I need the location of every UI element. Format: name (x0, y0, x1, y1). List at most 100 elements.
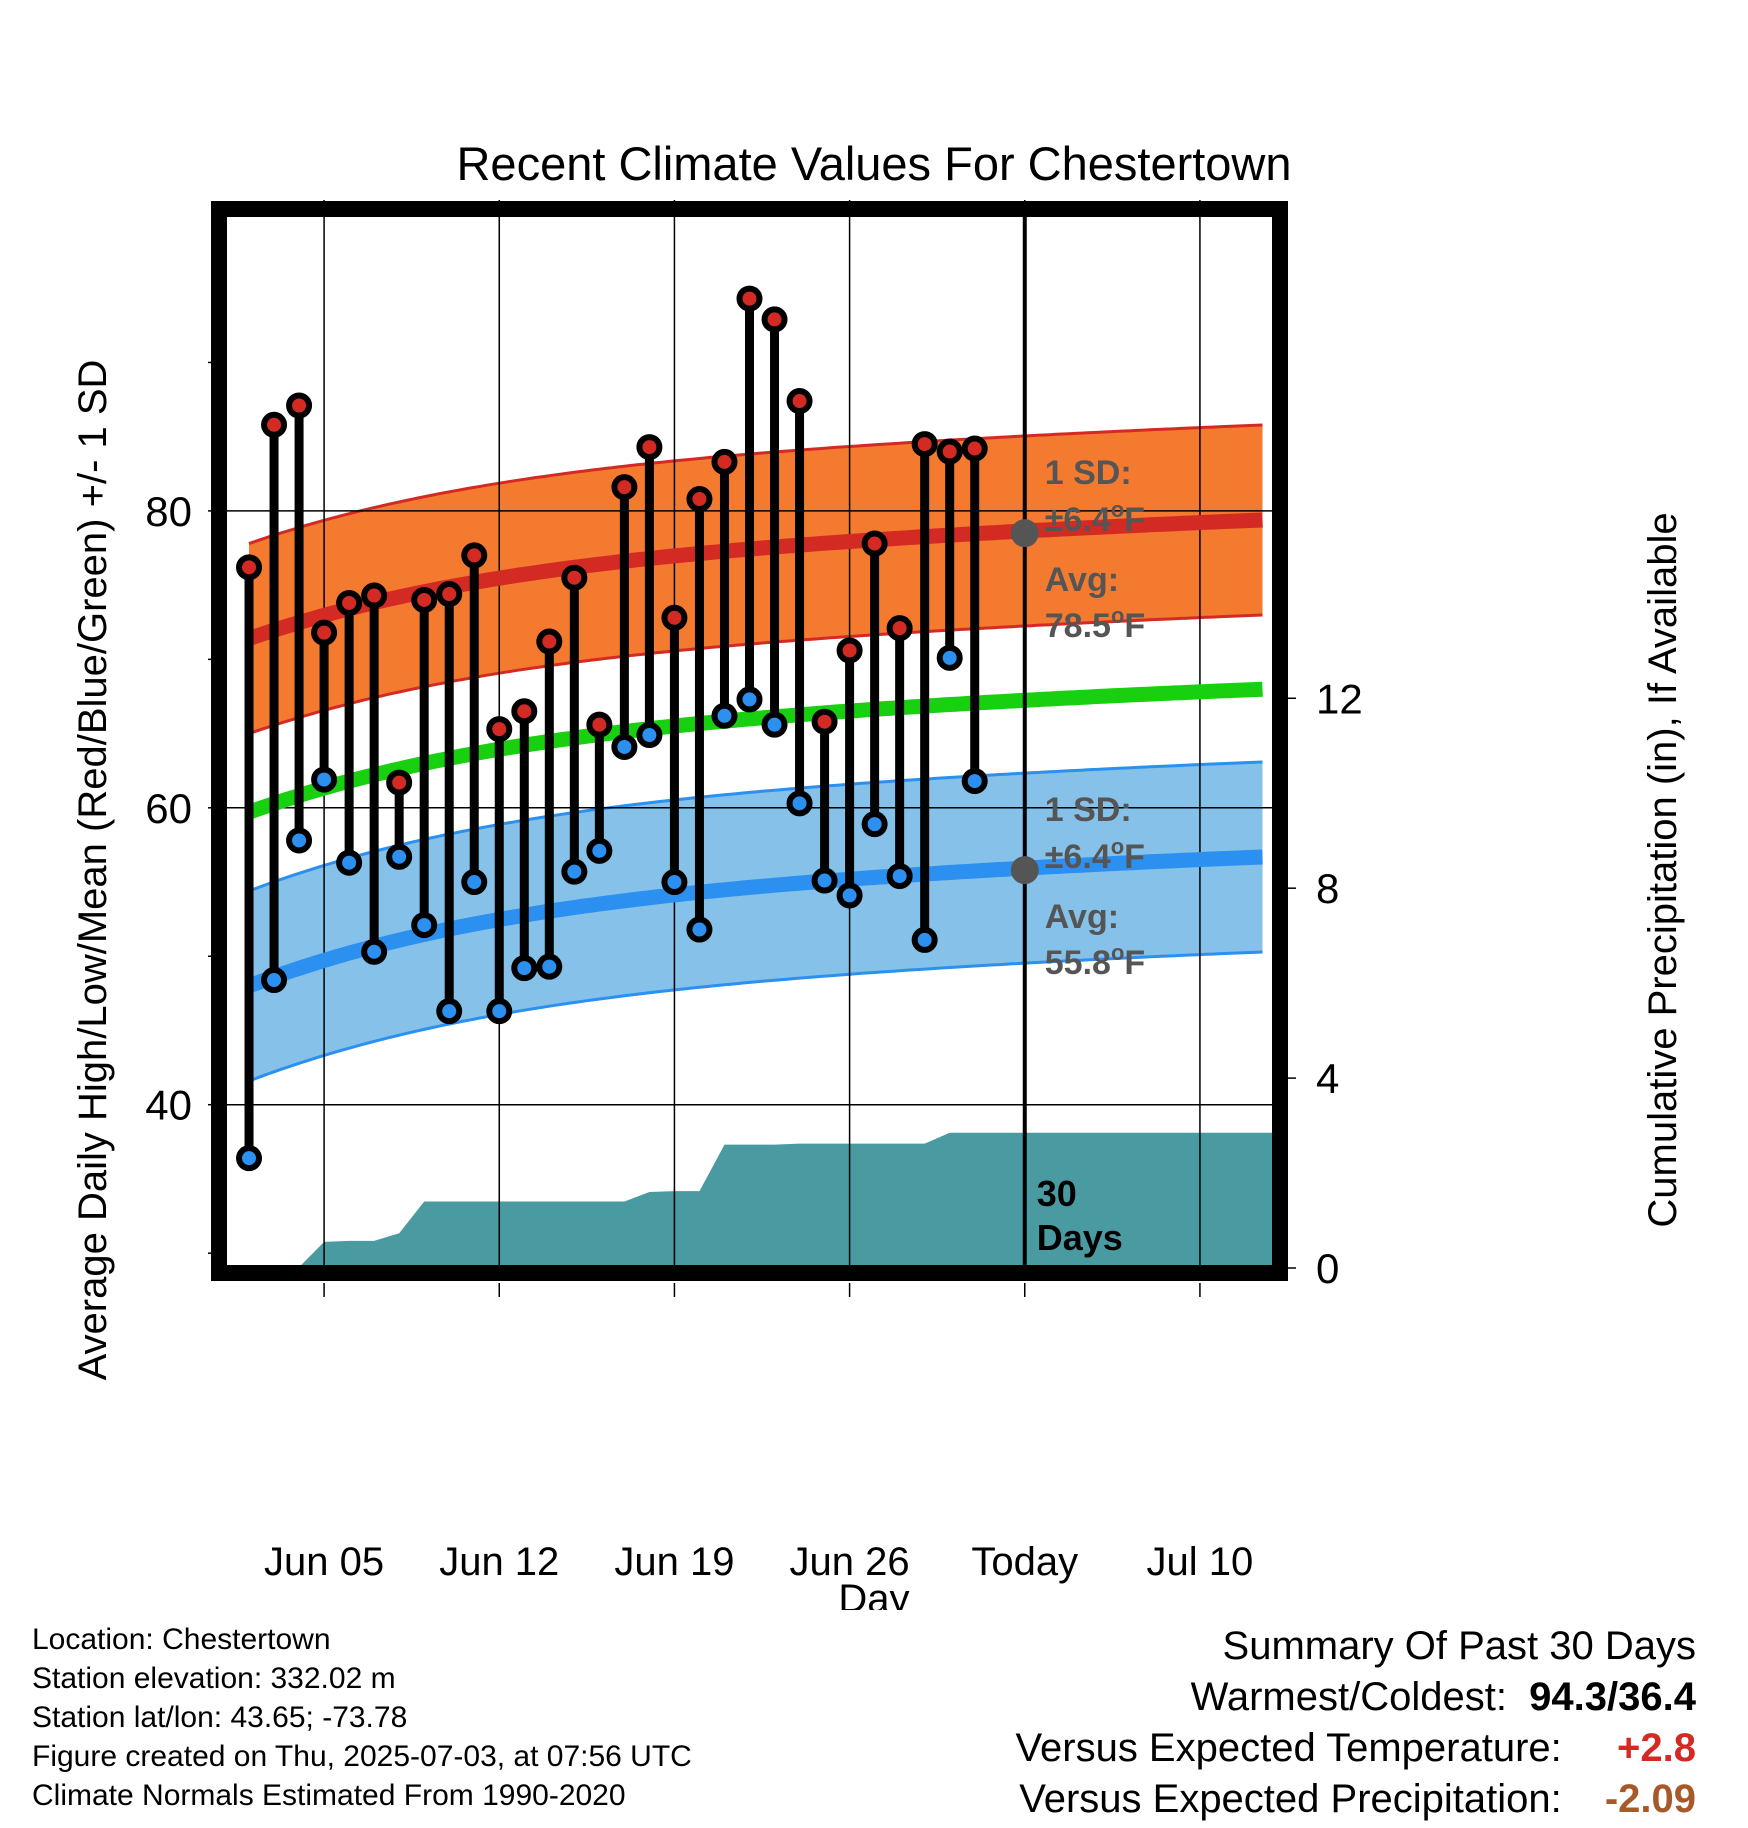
daily-high-point (886, 615, 913, 642)
x-axis-label: Day (838, 1577, 909, 1610)
daily-high-point (911, 431, 938, 458)
daily-low-point (286, 827, 313, 854)
x-tick-label: Jun 19 (614, 1540, 734, 1584)
precipitation-period-label: 30 (1037, 1173, 1077, 1214)
y2-tick-label: 4 (1316, 1055, 1339, 1102)
avg-unit: F (1124, 944, 1145, 982)
low-band-lower-edge (248, 950, 1263, 1083)
daily-high-point (736, 285, 763, 312)
daily-high-point (936, 438, 963, 465)
precipitation-period-label: Days (1037, 1217, 1123, 1258)
x-tick-label: Jun 12 (439, 1540, 559, 1584)
sd-label: 1 SD: (1045, 791, 1132, 829)
avg-unit-superscript: o (1111, 940, 1124, 965)
daily-low-point (836, 882, 863, 909)
daily-high-point (336, 589, 363, 616)
daily-high-point (661, 604, 688, 631)
daily-low-point (361, 938, 388, 965)
station-info: Location: Chestertown Station elevation:… (32, 1620, 692, 1815)
created-text: Figure created on Thu, 2025-07-03, at 07… (32, 1740, 692, 1773)
daily-high-point (686, 486, 713, 513)
daily-high-point (786, 388, 813, 415)
daily-high-point (811, 708, 838, 735)
x-tick-label: Today (971, 1540, 1078, 1584)
y2-tick-label: 0 (1316, 1245, 1339, 1292)
daily-high-point (311, 619, 338, 646)
normal-mean-line (246, 681, 1263, 820)
daily-low-point (261, 967, 288, 994)
avg-value: 78.5oF (1045, 603, 1145, 645)
daily-high-point (586, 711, 613, 738)
daily-low-point (711, 702, 738, 729)
daily-low-point (736, 686, 763, 713)
daily-low-point (961, 768, 988, 795)
x-tick-label: Jun 05 (264, 1540, 384, 1584)
daily-low-point (411, 912, 438, 939)
daily-low-point (936, 644, 963, 671)
daily-high-point (836, 637, 863, 664)
sd-value: ±6.4oF (1045, 834, 1145, 876)
high-sd-band (249, 425, 1263, 734)
daily-low-point (311, 766, 338, 793)
daily-high-point (236, 554, 263, 581)
daily-high-point (611, 474, 638, 501)
latlon-text: Station lat/lon: 43.65; -73.78 (32, 1701, 408, 1734)
daily-low-point (861, 811, 888, 838)
sd-unit-superscript: o (1111, 834, 1124, 859)
daily-low-point (686, 916, 713, 943)
daily-low-point (636, 722, 663, 749)
y-tick-label: 80 (145, 488, 192, 535)
daily-high-point (286, 392, 313, 419)
daily-low-point (611, 733, 638, 760)
y2-tick-label: 12 (1316, 675, 1363, 722)
daily-high-point (461, 542, 488, 569)
normals-text: Climate Normals Estimated From 1990-2020 (32, 1779, 626, 1812)
daily-high-point (861, 530, 888, 557)
elevation-text: Station elevation: 332.02 m (32, 1662, 396, 1695)
daily-low-point (436, 998, 463, 1025)
precipitation-area (249, 1132, 1275, 1268)
daily-high-point (511, 698, 538, 725)
daily-high-point (411, 586, 438, 613)
x-tick-label: Jul 10 (1147, 1540, 1254, 1584)
daily-high-point (261, 411, 288, 438)
daily-high-point (536, 628, 563, 655)
low-band-upper-edge (248, 760, 1263, 893)
y-tick-label: 60 (145, 785, 192, 832)
daily-low-point (586, 837, 613, 864)
daily-high-point (761, 306, 788, 333)
sd-value: ±6.4oF (1045, 497, 1145, 539)
daily-low-point (386, 843, 413, 870)
daily-high-point (561, 564, 588, 591)
y2-tick-label: 8 (1316, 865, 1339, 912)
today-normal-high-point (1010, 519, 1039, 548)
avg-unit-superscript: o (1111, 603, 1124, 628)
climate-chart: Recent Climate Values For Chestertown 1 … (71, 137, 1685, 1610)
y2-axis-label: Cumulative Precipitation (in), If Availa… (1641, 512, 1685, 1227)
avg-label: Avg: (1045, 561, 1119, 599)
daily-high-point (436, 581, 463, 608)
daily-low-point (761, 711, 788, 738)
avg-value: 55.8oF (1045, 940, 1145, 982)
expected-temperature-label: Versus Expected Temperature: (1015, 1726, 1562, 1770)
y-axis-label: Average Daily High/Low/Mean (Red/Blue/Gr… (71, 360, 115, 1381)
y-tick-label: 40 (145, 1082, 192, 1129)
daily-low-point (786, 790, 813, 817)
sd-unit: F (1124, 838, 1145, 876)
summary-header: Summary Of Past 30 Days (1222, 1624, 1696, 1668)
daily-low-point (886, 863, 913, 890)
daily-high-point (361, 582, 388, 609)
expected-temperature-value: +2.8 (1617, 1726, 1696, 1770)
sd-unit: F (1124, 501, 1145, 539)
sd-unit-superscript: o (1111, 497, 1124, 522)
summary-panel: Summary Of Past 30 Days Warmest/Coldest:… (1016, 1620, 1696, 1825)
warmest-coldest-value: 94.3/36.4 (1529, 1675, 1696, 1719)
expected-precipitation-label: Versus Expected Precipitation: (1019, 1777, 1562, 1821)
daily-low-point (811, 867, 838, 894)
plot-frame (211, 201, 1288, 1281)
today-normal-low-point (1010, 856, 1039, 885)
daily-low-point (486, 998, 513, 1025)
daily-low-point (911, 926, 938, 953)
high-band-upper-edge (248, 423, 1263, 546)
daily-low-point (511, 955, 538, 982)
